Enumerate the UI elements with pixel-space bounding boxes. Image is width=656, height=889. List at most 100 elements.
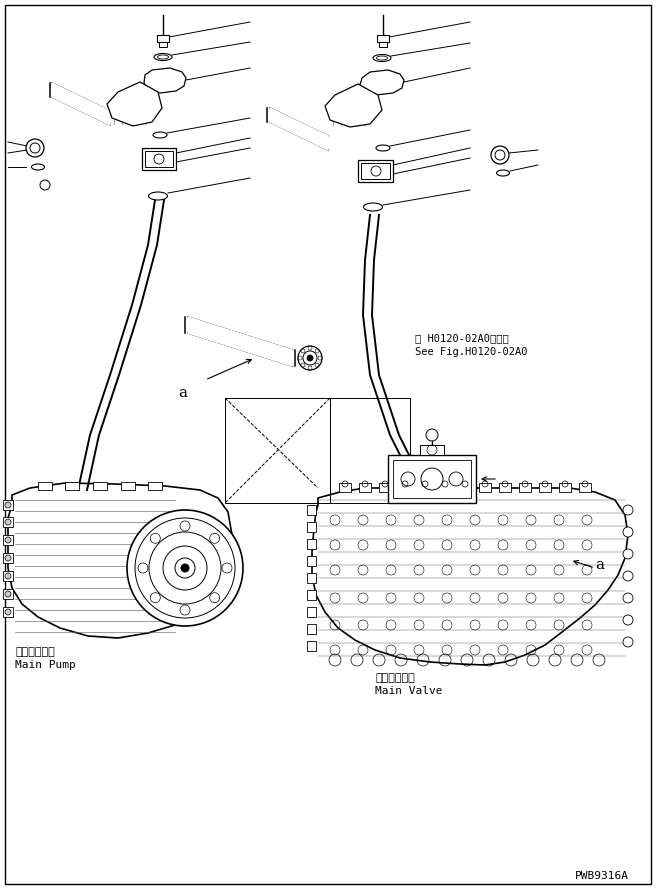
- Bar: [142, 148, 176, 170]
- Text: Main Valve: Main Valve: [375, 686, 443, 696]
- Ellipse shape: [376, 145, 390, 151]
- Text: Main Pump: Main Pump: [15, 660, 75, 670]
- Bar: [157, 35, 169, 42]
- Circle shape: [623, 615, 633, 625]
- Ellipse shape: [153, 132, 167, 138]
- Polygon shape: [312, 488, 628, 665]
- Polygon shape: [270, 108, 328, 150]
- Bar: [399, 483, 411, 492]
- Bar: [3, 517, 13, 527]
- Bar: [479, 483, 491, 492]
- Bar: [330, 398, 410, 503]
- Ellipse shape: [148, 192, 167, 200]
- Bar: [539, 483, 551, 492]
- Bar: [3, 500, 13, 510]
- Bar: [65, 482, 79, 490]
- Bar: [359, 483, 371, 492]
- Bar: [225, 398, 330, 503]
- Circle shape: [491, 146, 509, 164]
- Bar: [307, 505, 316, 515]
- Polygon shape: [144, 68, 186, 93]
- Bar: [3, 535, 13, 545]
- Bar: [579, 483, 591, 492]
- Text: PWB9316A: PWB9316A: [575, 871, 629, 881]
- Circle shape: [181, 564, 189, 572]
- Circle shape: [222, 563, 232, 573]
- Bar: [420, 445, 444, 455]
- Text: a: a: [178, 386, 187, 400]
- Circle shape: [426, 429, 438, 441]
- Bar: [3, 571, 13, 581]
- Circle shape: [5, 573, 11, 579]
- Text: メインバルブ: メインバルブ: [375, 673, 415, 683]
- Circle shape: [5, 537, 11, 543]
- Bar: [499, 483, 511, 492]
- Circle shape: [26, 139, 44, 157]
- Circle shape: [298, 346, 322, 370]
- Bar: [148, 482, 162, 490]
- Circle shape: [623, 637, 633, 647]
- Circle shape: [623, 571, 633, 581]
- Circle shape: [5, 519, 11, 525]
- Circle shape: [623, 505, 633, 515]
- Circle shape: [307, 355, 313, 361]
- Bar: [93, 482, 107, 490]
- Circle shape: [623, 593, 633, 603]
- Bar: [419, 483, 431, 492]
- Circle shape: [138, 563, 148, 573]
- Polygon shape: [188, 317, 292, 366]
- Bar: [379, 42, 387, 47]
- Bar: [307, 641, 316, 651]
- Bar: [38, 482, 52, 490]
- Circle shape: [623, 549, 633, 559]
- Bar: [307, 607, 316, 617]
- Bar: [361, 163, 390, 179]
- Circle shape: [210, 533, 220, 543]
- Circle shape: [5, 502, 11, 508]
- Circle shape: [623, 527, 633, 537]
- Bar: [121, 482, 135, 490]
- Ellipse shape: [31, 164, 45, 170]
- Bar: [439, 483, 451, 492]
- Polygon shape: [107, 82, 162, 126]
- Bar: [519, 483, 531, 492]
- Text: a: a: [595, 558, 604, 572]
- Bar: [307, 573, 316, 583]
- Circle shape: [210, 593, 220, 603]
- Ellipse shape: [154, 53, 172, 60]
- Ellipse shape: [416, 490, 434, 496]
- Bar: [145, 151, 173, 167]
- Polygon shape: [8, 483, 232, 638]
- Bar: [379, 483, 391, 492]
- Circle shape: [180, 521, 190, 531]
- Bar: [393, 460, 471, 498]
- Bar: [3, 589, 13, 599]
- Text: 第 H0120-02A0図参照: 第 H0120-02A0図参照: [415, 333, 509, 343]
- Circle shape: [5, 609, 11, 615]
- Polygon shape: [360, 70, 404, 95]
- Bar: [307, 539, 316, 549]
- Circle shape: [180, 605, 190, 615]
- Text: メインポンプ: メインポンプ: [15, 647, 54, 657]
- Circle shape: [5, 591, 11, 597]
- Bar: [307, 522, 316, 532]
- Bar: [307, 624, 316, 634]
- Bar: [339, 483, 351, 492]
- Polygon shape: [325, 84, 382, 127]
- Bar: [3, 553, 13, 563]
- Bar: [459, 483, 471, 492]
- Bar: [377, 35, 389, 42]
- Bar: [159, 42, 167, 47]
- Circle shape: [127, 510, 243, 626]
- Ellipse shape: [363, 203, 382, 211]
- Bar: [307, 556, 316, 566]
- Circle shape: [150, 533, 160, 543]
- Polygon shape: [52, 83, 110, 125]
- Circle shape: [40, 180, 50, 190]
- Bar: [358, 160, 393, 182]
- Ellipse shape: [373, 54, 391, 61]
- Text: See Fig.H0120-02A0: See Fig.H0120-02A0: [415, 347, 527, 357]
- Bar: [559, 483, 571, 492]
- Bar: [388, 455, 476, 503]
- Circle shape: [5, 555, 11, 561]
